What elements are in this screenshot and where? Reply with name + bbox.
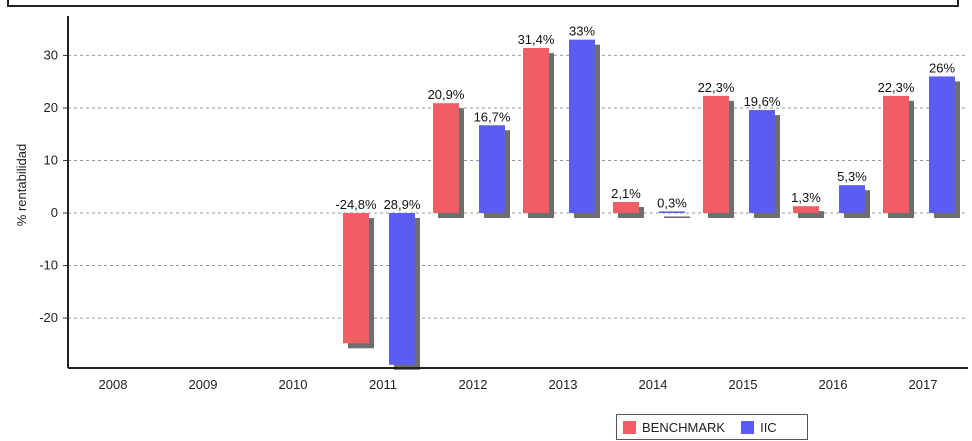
data-label-iic-2016: 5,3% <box>837 169 867 184</box>
bar-iic-2012 <box>479 125 505 214</box>
x-tick-label: 2013 <box>549 377 578 392</box>
x-tick-label: 2016 <box>819 377 848 392</box>
bar-benchmark-2016 <box>793 206 819 214</box>
y-axis-title: % rentabilidad <box>14 144 29 226</box>
bar-iic-2017 <box>929 76 955 214</box>
y-tick-label: -20 <box>39 310 58 325</box>
x-tick-label: 2011 <box>369 377 397 392</box>
legend-item-iic: IIC <box>741 420 777 435</box>
legend-swatch-benchmark <box>623 420 636 434</box>
legend-item-benchmark: BENCHMARK <box>623 420 725 435</box>
x-tick-label: 2009 <box>189 377 218 392</box>
bar-shadow <box>664 216 690 219</box>
legend-label-benchmark: BENCHMARK <box>642 419 726 435</box>
y-tick-label: 10 <box>44 152 58 167</box>
bar-benchmark-2012 <box>433 103 459 214</box>
data-label-iic-2015: 19,6% <box>744 94 781 109</box>
bars: -24,8% 28,9% 20,9% 16,7% 31,4% 33% 2,1% 0,3% 22,… <box>335 24 960 370</box>
legend: BENCHMARK IIC <box>616 414 808 440</box>
legend-swatch-iic <box>741 420 755 434</box>
data-label-benchmark-2013: 31,4% <box>518 32 555 47</box>
data-label-benchmark-2011: -24,8% <box>335 197 377 212</box>
y-tick-label: 20 <box>44 100 58 115</box>
bar-iic-2014 <box>659 211 685 214</box>
x-tick-label: 2015 <box>729 377 758 392</box>
data-label-benchmark-2012: 20,9% <box>428 87 465 102</box>
x-tick-label: 2017 <box>909 377 938 392</box>
top-frame <box>7 0 959 7</box>
data-label-iic-2011: 28,9% <box>384 197 421 212</box>
data-label-benchmark-2015: 22,3% <box>698 80 735 95</box>
bar-benchmark-2013 <box>523 48 549 214</box>
axes: -20 -10 0 10 20 30 2008 2009 2010 2011 2012 2013 201… <box>39 16 968 392</box>
x-tick-label: 2008 <box>99 377 128 392</box>
bar-iic-2013 <box>569 39 595 214</box>
gridlines <box>68 54 968 319</box>
x-tick-label: 2010 <box>279 377 308 392</box>
bar-benchmark-2017 <box>883 95 909 214</box>
bar-benchmark-2014 <box>613 201 639 214</box>
data-label-benchmark-2014: 2,1% <box>611 186 641 201</box>
data-label-iic-2014: 0,3% <box>657 195 687 210</box>
data-label-benchmark-2016: 1,3% <box>791 190 821 205</box>
y-tick-label: -10 <box>39 258 58 273</box>
data-label-benchmark-2017: 22,3% <box>878 80 915 95</box>
x-tick-label: 2012 <box>459 377 488 392</box>
bar-benchmark-2015 <box>703 95 729 214</box>
x-tick-label: 2014 <box>639 377 668 392</box>
bar-iic-2011 <box>389 213 415 365</box>
y-tick-label: 30 <box>44 47 58 62</box>
bar-iic-2015 <box>749 110 775 214</box>
bar-benchmark-2011 <box>343 213 369 344</box>
bar-shadow <box>798 211 824 219</box>
legend-label-iic: IIC <box>760 419 777 435</box>
y-tick-label: 0 <box>51 205 58 220</box>
data-label-iic-2013: 33% <box>569 24 595 39</box>
data-label-iic-2012: 16,7% <box>474 109 511 124</box>
data-label-iic-2017: 26% <box>929 60 955 75</box>
bar-iic-2016 <box>839 185 865 214</box>
